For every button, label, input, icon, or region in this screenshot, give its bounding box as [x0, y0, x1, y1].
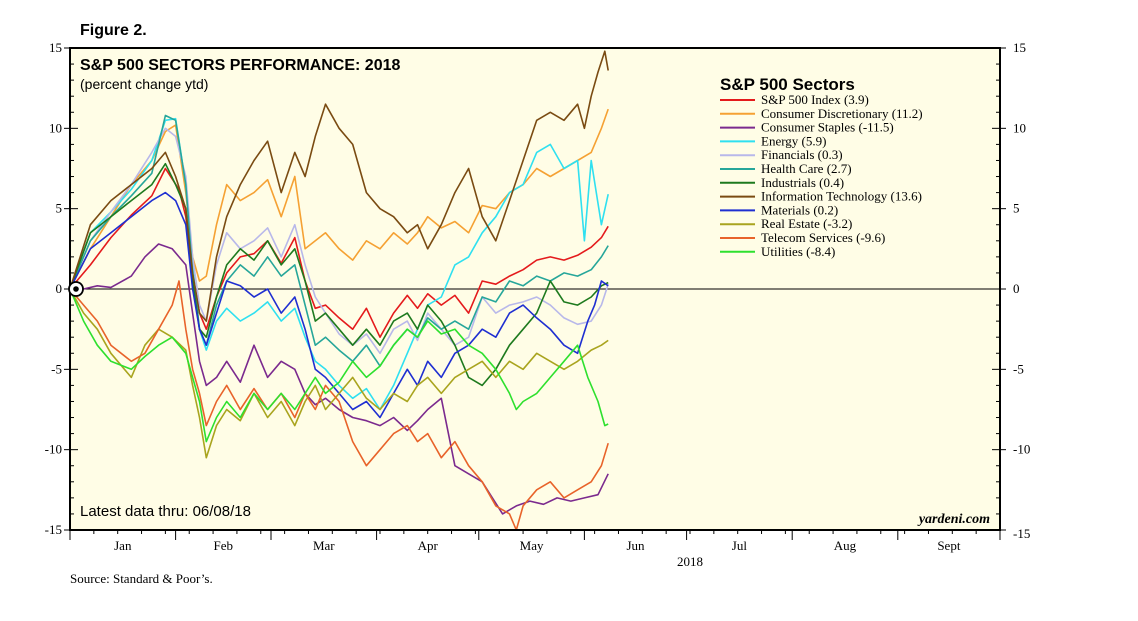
latest-data-note: Latest data thru: 06/08/18 — [80, 503, 251, 520]
legend-entry: Utilities (-8.4) — [761, 244, 835, 259]
legend-entry: Health Care (2.7) — [761, 161, 852, 176]
x-month-label: Jul — [732, 538, 748, 553]
x-month-label: Aug — [834, 538, 857, 553]
x-month-label: Jun — [626, 538, 645, 553]
y-tick-label-left: 15 — [49, 40, 62, 55]
series-layer — [69, 50, 609, 531]
legend-entry: Financials (0.3) — [761, 147, 843, 162]
y-tick-label-right: -10 — [1013, 442, 1030, 457]
y-tick-label-left: 0 — [56, 281, 63, 296]
y-tick-label-right: -15 — [1013, 526, 1030, 541]
y-axis: 15 15 10 10 5 5 0 0 -5 -5 -10 -10 -15 -15 — [45, 40, 1031, 541]
x-month-label: Sept — [937, 538, 961, 553]
origin-marker — [68, 281, 84, 297]
y-tick-label-right: 10 — [1013, 120, 1026, 135]
x-axis: Jan Feb Mar Apr May Jun Jul Aug Sept — [69, 530, 1001, 553]
x-month-label: Feb — [214, 538, 234, 553]
legend-entry: Telecom Services (-9.6) — [761, 230, 885, 245]
legend-entry: Industrials (0.4) — [761, 175, 844, 190]
legend: S&P 500 Sectors S&P 500 Index (3.9)Consu… — [720, 75, 923, 259]
legend-entry: Consumer Discretionary (11.2) — [761, 106, 923, 121]
figure-label: Figure 2. — [80, 22, 147, 39]
series-line — [69, 280, 609, 531]
series-line — [70, 243, 609, 515]
legend-entry: Energy (5.9) — [761, 133, 826, 148]
y-tick-label-right: 0 — [1013, 281, 1020, 296]
chart-title: S&P 500 SECTORS PERFORMANCE: 2018 — [80, 57, 401, 74]
y-tick-label-left: 10 — [49, 120, 62, 135]
legend-entry: S&P 500 Index (3.9) — [761, 92, 869, 107]
watermark: yardeni.com — [917, 512, 990, 527]
y-tick-label-left: -5 — [51, 361, 62, 376]
series-line — [69, 288, 609, 443]
series-line — [69, 114, 609, 367]
legend-entry: Materials (0.2) — [761, 202, 838, 217]
legend-title: S&P 500 Sectors — [720, 75, 855, 94]
y-tick-label-right: -5 — [1013, 361, 1024, 376]
y-tick-label-left: 5 — [56, 201, 63, 216]
chart-subtitle: (percent change ytd) — [80, 76, 208, 92]
series-line — [69, 127, 609, 355]
legend-entry: Information Technology (13.6) — [761, 189, 922, 204]
y-tick-label-left: -15 — [45, 522, 62, 537]
legend-entry: Real Estate (-3.2) — [761, 216, 852, 231]
y-tick-label-left: -10 — [45, 442, 62, 457]
x-axis-year-label: 2018 — [677, 554, 703, 569]
series-line — [69, 191, 609, 419]
x-month-label: Mar — [313, 538, 335, 553]
x-month-label: May — [520, 538, 544, 553]
y-tick-label-right: 5 — [1013, 201, 1020, 216]
y-tick-label-right: 15 — [1013, 40, 1026, 55]
series-line — [69, 50, 609, 322]
x-month-label: Apr — [418, 538, 439, 553]
source-note: Source: Standard & Poor’s. — [70, 571, 213, 586]
x-month-label: Jan — [114, 538, 132, 553]
legend-entry: Consumer Staples (-11.5) — [761, 120, 894, 135]
